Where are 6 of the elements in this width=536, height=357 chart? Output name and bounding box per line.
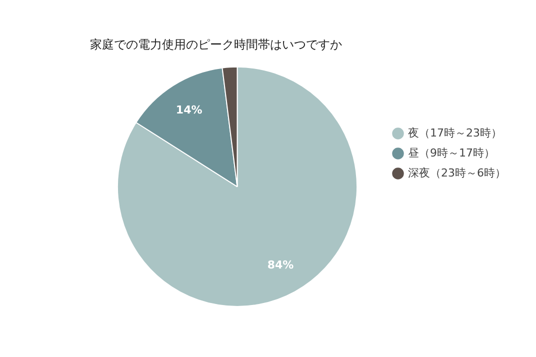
data-label: 84% — [267, 258, 294, 272]
legend-label: 昼（9時～17時） — [408, 146, 496, 160]
legend-label: 深夜（23時～6時） — [408, 166, 506, 180]
chart-title: 家庭での電力使用のピーク時間帯はいつですか — [90, 37, 342, 52]
legend-label: 夜（17時～23時） — [408, 126, 502, 140]
data-label: 14% — [176, 104, 202, 117]
